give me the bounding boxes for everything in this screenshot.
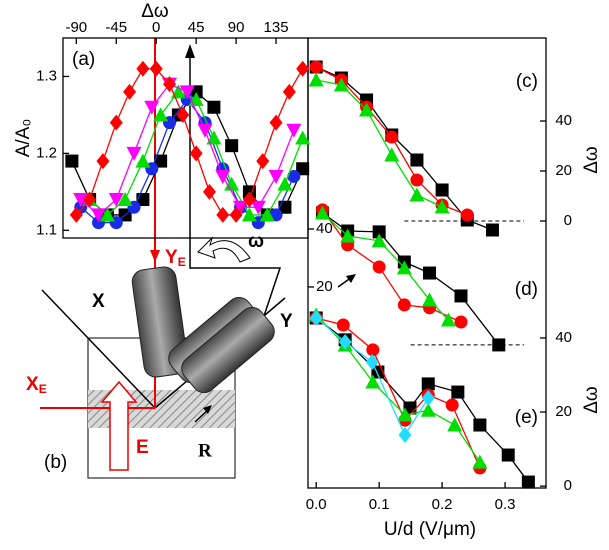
arrow-head (185, 44, 195, 58)
marker (410, 154, 423, 167)
marker (455, 316, 468, 329)
marker (423, 267, 436, 280)
x-tick-label: -90 (65, 19, 87, 36)
marker (409, 188, 424, 202)
y-tick-label: 40 (316, 220, 333, 237)
x-tick-label: -45 (105, 19, 127, 36)
xe-base: X (26, 374, 39, 395)
x-tick-label: 45 (188, 19, 205, 36)
x-tick-label: 0 (152, 19, 160, 36)
marker (190, 145, 203, 161)
marker (110, 115, 123, 131)
panel-label: (d) (515, 279, 538, 300)
y-axis-label: Δω (581, 146, 602, 174)
marker (366, 343, 379, 356)
marker (502, 449, 515, 462)
marker (447, 418, 462, 432)
marker (410, 174, 423, 187)
omega-label: ω (248, 231, 264, 252)
xe-label: XE (26, 374, 47, 396)
marker (455, 289, 468, 302)
marker (422, 377, 435, 390)
marker (136, 61, 149, 77)
marker (215, 170, 230, 184)
marker (337, 319, 350, 332)
marker (127, 147, 142, 161)
marker (144, 101, 159, 115)
rotation-arrow (198, 238, 250, 262)
marker (486, 224, 499, 237)
marker (135, 154, 150, 168)
panel-label: (c) (516, 71, 538, 92)
marker (286, 124, 301, 138)
marker (309, 73, 324, 87)
x-tick-label: 0.3 (495, 496, 516, 513)
x-tick-label: 135 (264, 19, 289, 36)
marker (65, 155, 78, 168)
y-axis-label: Δω (581, 386, 602, 414)
x-tick-label: 0.2 (432, 496, 453, 513)
x-axis-label: X (92, 291, 105, 312)
marker (203, 184, 216, 200)
y-tick-label: 1.2 (36, 144, 57, 161)
arrow-head (346, 274, 356, 283)
marker (96, 153, 109, 169)
ye-base: Y (165, 247, 178, 268)
marker (385, 131, 398, 144)
figure: X Y ω E R (b) YE XE (a)ΔωA/A₀-90-4504590… (0, 0, 609, 550)
xe-sub: E (39, 382, 47, 396)
marker (492, 338, 505, 351)
marker (216, 207, 229, 223)
marker (373, 260, 386, 273)
ye-label: YE (165, 247, 186, 269)
marker (225, 139, 238, 152)
series-line (72, 92, 303, 215)
radius-label: R (198, 440, 212, 461)
marker (296, 61, 309, 77)
panel-label: (a) (72, 49, 95, 70)
y-tick-label: 20 (316, 278, 333, 295)
marker (398, 298, 411, 311)
marker (269, 170, 284, 184)
marker (422, 293, 437, 307)
marker (436, 184, 449, 197)
y-tick-label: 0 (564, 477, 572, 494)
arrow-head (150, 250, 160, 262)
y-axis-label: Y (280, 311, 293, 332)
marker (461, 209, 474, 222)
panel-label: (b) (44, 452, 67, 473)
frame-cde (308, 38, 546, 488)
y-tick-label: 40 (555, 329, 572, 346)
y-tick-label: 20 (555, 162, 572, 179)
marker (207, 101, 220, 114)
x-tick-label: 0.1 (369, 496, 390, 513)
marker (446, 399, 459, 412)
marker (473, 419, 486, 432)
x-tick-label: 90 (228, 19, 245, 36)
marker (522, 476, 535, 489)
x-axis-label: U/d (V/μm) (384, 519, 476, 540)
y-tick-label: 20 (555, 403, 572, 420)
marker (283, 84, 296, 100)
field-label: E (136, 437, 149, 458)
marker (270, 115, 283, 131)
y-tick-label: 1.1 (36, 221, 57, 238)
y-tick-label: 0 (564, 212, 572, 229)
marker (398, 427, 411, 443)
marker (451, 386, 464, 399)
marker (123, 84, 136, 100)
marker (310, 61, 323, 74)
marker (384, 148, 399, 162)
series-line (316, 80, 442, 207)
x-tick-label: 0.0 (306, 496, 327, 513)
y-tick-label: 40 (555, 112, 572, 129)
marker (256, 153, 269, 169)
y-axis-label: A/A₀ (13, 119, 34, 158)
ye-sub: E (178, 255, 186, 269)
panel-label: (e) (515, 407, 538, 428)
y-tick-label: 1.3 (36, 67, 57, 84)
